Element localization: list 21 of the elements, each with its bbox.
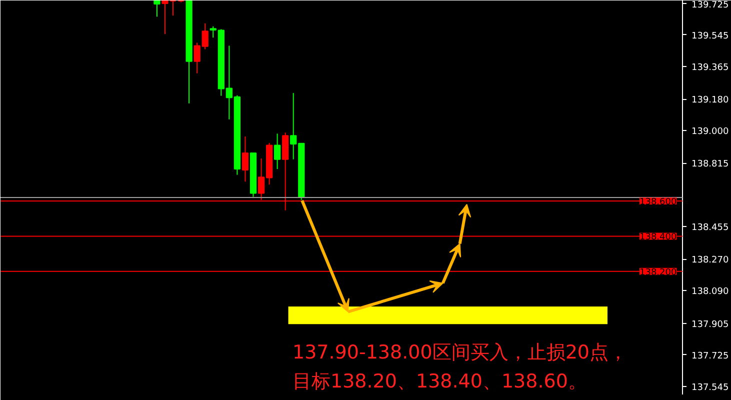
y-tick-label: 137.905 <box>692 320 729 330</box>
y-tick-label: 139.000 <box>692 127 729 138</box>
candlestick <box>274 133 281 170</box>
y-tick-label: 138.270 <box>692 256 729 266</box>
y-tick-label: 139.365 <box>692 62 729 73</box>
candlestick <box>210 26 216 38</box>
y-tick-label: 138.455 <box>692 223 729 234</box>
ref-line-label: 138.400 <box>640 232 677 243</box>
y-tick-label: 138.090 <box>692 287 729 298</box>
annotation: 137.90-138.00区间买入，止损20点， <box>292 342 628 364</box>
candlestick <box>242 136 249 182</box>
candlestick <box>154 0 160 18</box>
y-tick-label: 137.725 <box>692 351 729 362</box>
y-tick-label: 138.815 <box>692 160 729 170</box>
ref-line-label: 138.200 <box>640 268 677 278</box>
y-tick-label: 137.545 <box>692 383 729 394</box>
y-tick-label: 139.725 <box>692 0 729 10</box>
y-tick-label: 139.180 <box>692 96 729 106</box>
ref-line-label: 138.600 <box>640 198 677 208</box>
y-tick-label: 139.545 <box>692 31 729 42</box>
annotation: 目标138.20、138.40、138.60。 <box>292 370 587 392</box>
